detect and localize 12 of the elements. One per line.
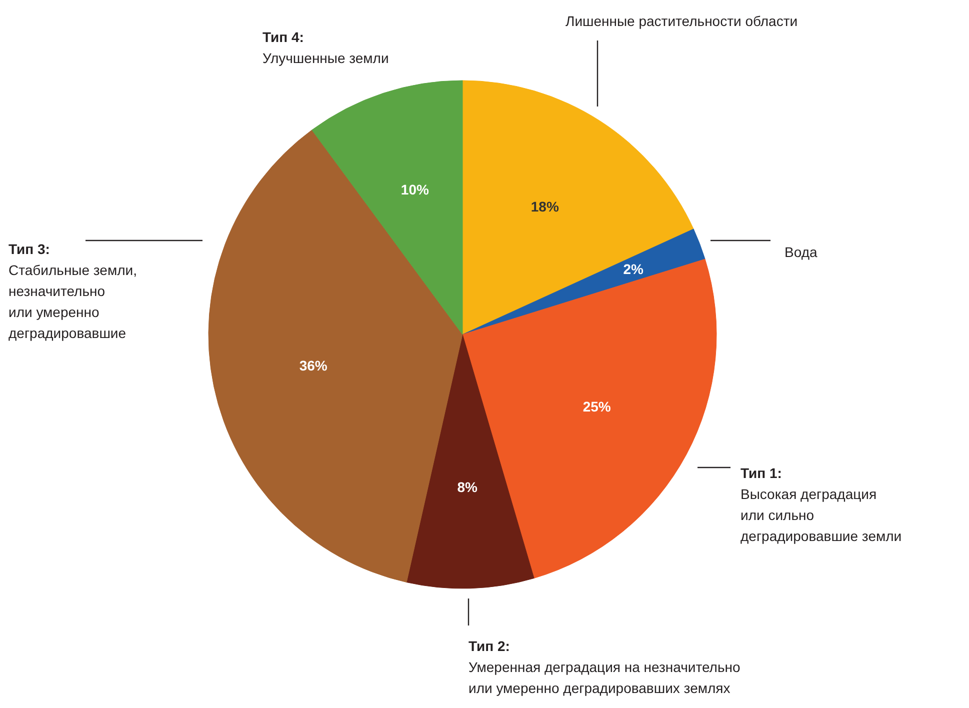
slice-label: Лишенные растительности области (566, 13, 798, 29)
slice-label: Тип 2: Умеренная деградация на незначительно или умеренно деградировавших землях (468, 638, 740, 696)
data-label: 18% (530, 198, 560, 214)
data-label: 8% (457, 478, 478, 495)
data-label: 36% (299, 358, 328, 374)
slice-label: Тип 3: Стабильные земли, незначительно или умеренно деградировавшие (8, 241, 137, 341)
slice-label: Вода (784, 244, 818, 260)
slice-label: Тип 4: Улучшенные земли (262, 29, 389, 66)
data-label: 25% (582, 398, 612, 414)
data-label: 2% (623, 261, 644, 278)
slice-label: Тип 1: Высокая деградация или сильно деградировавшие земли (740, 465, 902, 544)
data-label: 10% (400, 182, 430, 198)
